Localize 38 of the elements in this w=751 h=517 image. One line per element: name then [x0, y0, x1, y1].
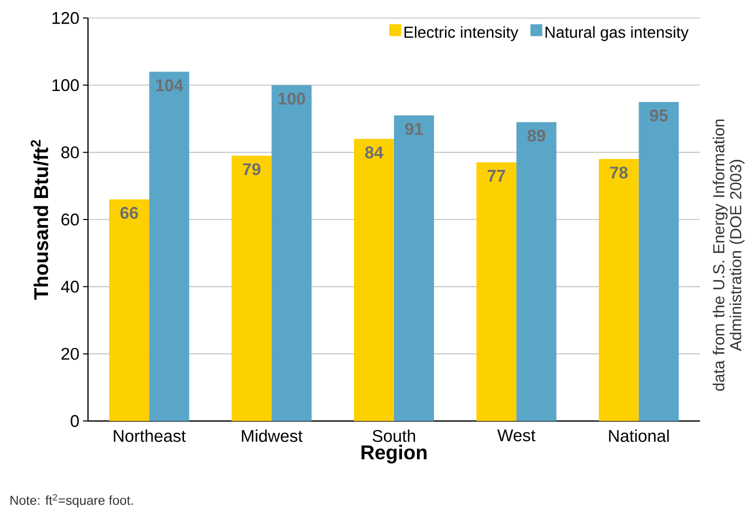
x-tick-label: Northeast	[114, 430, 186, 442]
x-tick-label: National	[609, 430, 669, 442]
x-tick-label: South	[372, 430, 416, 442]
y-tick-label: 100	[52, 79, 79, 92]
bar	[354, 138, 394, 421]
x-tick-label: West	[497, 430, 536, 442]
text: Note: ft$^{2}$=square foot.	[10, 494, 133, 508]
data-label: 78	[610, 166, 628, 179]
bar	[394, 115, 434, 421]
data-label: 89	[528, 130, 546, 142]
bar	[516, 122, 556, 421]
bar	[232, 156, 272, 421]
data-label: 84	[365, 146, 384, 158]
y-tick-label: 0	[70, 415, 79, 427]
bar	[638, 102, 679, 421]
y-tick-label: 60	[62, 214, 79, 226]
bar	[272, 85, 312, 421]
data-label: 91	[405, 122, 423, 135]
data-label: 77	[488, 170, 506, 182]
text: data from the U.S. Energy Information Administration (DOE 2003)	[712, 120, 744, 391]
bar	[149, 72, 190, 421]
bar	[109, 199, 150, 421]
y-tick-label: 120	[52, 12, 79, 24]
bar	[598, 159, 639, 421]
x-axis-title: Region	[362, 444, 427, 464]
legend-label: Natural gas intensity	[546, 26, 689, 42]
bar	[476, 162, 516, 421]
legend-label: Electric intensity	[404, 26, 518, 42]
x-tick-label: Midwest	[242, 430, 303, 442]
y-tick-label: 20	[62, 348, 79, 360]
data-label: 66	[120, 206, 138, 219]
data-label: 100	[278, 92, 306, 105]
data-label: 79	[242, 163, 260, 176]
data-label: 104	[156, 79, 184, 92]
y-tick-label: 80	[61, 146, 79, 158]
data-label: 95	[650, 109, 668, 122]
text: Thousand Btu/ft$^{2}$	[30, 140, 48, 300]
y-tick-label: 40	[61, 280, 79, 293]
